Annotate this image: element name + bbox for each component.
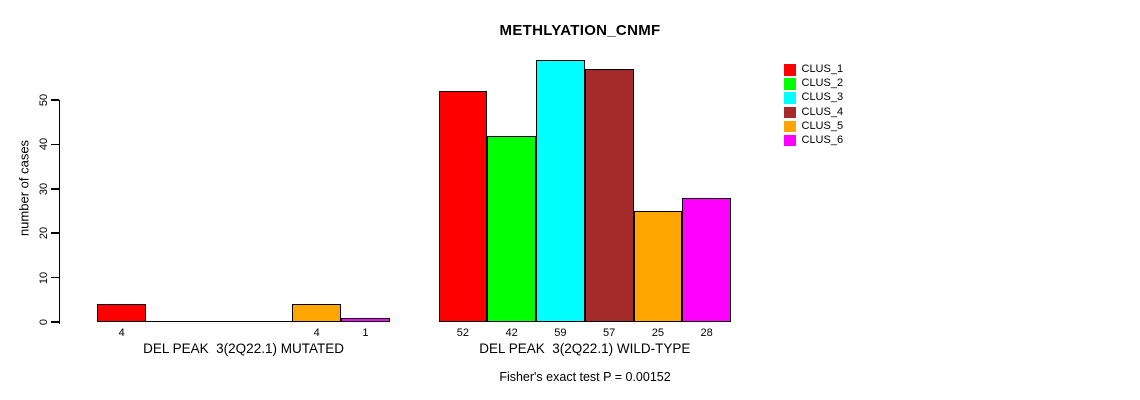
y-axis-tick: [50, 188, 59, 190]
legend-swatch-icon: [784, 78, 796, 90]
legend-label: CLUS_3: [801, 91, 844, 104]
y-axis-tick-label: 20: [38, 227, 50, 240]
y-axis-tick: [50, 321, 59, 323]
bar-clus_4-wild-type: [584, 68, 634, 322]
group-baseline: [97, 320, 390, 322]
bar-clus_5-wild-type: [633, 211, 683, 322]
y-axis-tick: [50, 143, 59, 146]
bar-value-label: 4: [313, 327, 320, 339]
y-axis-tick: [50, 99, 59, 101]
legend-label: CLUS_4: [801, 105, 844, 118]
legend: CLUS_1 CLUS_2 CLUS_3 CLUS_4 CLUS_5 CLUS_6: [784, 63, 844, 147]
legend-item-clus_2: CLUS_2: [784, 78, 843, 90]
legend-item-clus_3: CLUS_3: [784, 92, 843, 104]
bar-value-label: 42: [505, 327, 518, 339]
legend-item-clus_1: CLUS_1: [784, 63, 844, 76]
legend-item-clus_5: CLUS_5: [784, 119, 844, 133]
legend-item-clus_4: CLUS_4: [784, 105, 844, 119]
y-axis-tick: [50, 276, 59, 279]
bar-clus_1-wild-type: [438, 91, 488, 322]
legend-label: CLUS_2: [801, 77, 844, 90]
bar-value-label: 59: [554, 327, 567, 339]
fisher-test-annotation: Fisher's exact test P = 0.00152: [499, 370, 671, 384]
bar-clus_2-wild-type: [487, 135, 537, 322]
bar-clus_6-wild-type: [682, 197, 732, 322]
legend-label: CLUS_1: [801, 63, 844, 75]
legend-swatch-icon: [784, 64, 796, 76]
y-axis-tick-label: 10: [38, 271, 50, 284]
bar-value-label: 52: [456, 327, 470, 339]
legend-swatch-icon: [784, 120, 796, 133]
bar-clus_5-mutated: [292, 304, 342, 322]
bar-value-label: 57: [603, 327, 616, 339]
y-axis-title: number of cases: [16, 139, 32, 237]
bar-value-label: 25: [651, 327, 665, 339]
legend-swatch-icon: [784, 92, 796, 104]
bar-clus_6-mutated: [341, 317, 390, 322]
legend-item-clus_6: CLUS_6: [784, 133, 844, 147]
bar-clus_1-mutated: [97, 304, 147, 322]
bar-clus_3-wild-type: [536, 60, 585, 322]
y-axis-line: [58, 100, 60, 324]
y-axis-tick-label: 30: [38, 182, 50, 195]
category-label: DEL PEAK 3(2Q22.1) MUTATED: [143, 341, 344, 356]
legend-label: CLUS_6: [801, 133, 844, 146]
legend-swatch-icon: [784, 134, 796, 147]
legend-label: CLUS_5: [801, 119, 844, 132]
y-axis-tick-label: 0: [38, 318, 50, 326]
y-axis-tick: [50, 232, 59, 234]
bar-value-label: 28: [700, 327, 713, 339]
bar-value-label: 1: [362, 327, 369, 339]
y-axis-tick-label: 50: [38, 93, 50, 107]
y-axis-tick-label: 40: [38, 138, 50, 151]
legend-swatch-icon: [784, 106, 796, 119]
bar-value-label: 4: [118, 327, 125, 339]
chart-title: METHLYATION_CNMF: [499, 22, 661, 39]
category-label: DEL PEAK 3(2Q22.1) WILD-TYPE: [479, 341, 691, 356]
